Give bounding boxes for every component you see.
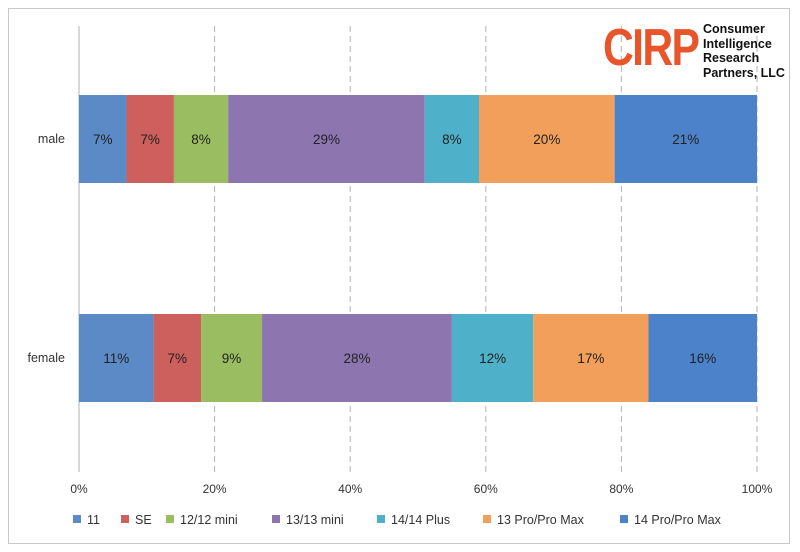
logo-line: Intelligence bbox=[703, 36, 772, 51]
x-tick-label: 40% bbox=[338, 482, 362, 496]
legend-item: 14/14 Plus bbox=[377, 513, 450, 527]
bars bbox=[79, 95, 757, 402]
legend-swatch bbox=[620, 515, 628, 523]
legend-item: 14 Pro/Pro Max bbox=[620, 513, 722, 527]
legend-label: 12/12 mini bbox=[180, 513, 238, 527]
bar-segment bbox=[614, 95, 757, 183]
legend-swatch bbox=[121, 515, 129, 523]
data-label: 16% bbox=[689, 351, 716, 366]
data-label: 8% bbox=[442, 132, 462, 147]
data-label: 11% bbox=[103, 351, 129, 366]
logo-line: Consumer bbox=[703, 22, 765, 36]
x-tick-label: 20% bbox=[203, 482, 227, 496]
bar-segment bbox=[648, 314, 757, 402]
legend-swatch bbox=[483, 515, 491, 523]
legend-item: SE bbox=[121, 513, 152, 527]
legend-label: 13/13 mini bbox=[286, 513, 344, 527]
bar-segment bbox=[451, 314, 534, 402]
bar-segment bbox=[228, 95, 425, 183]
logo-line: Research bbox=[703, 51, 760, 65]
data-label: 9% bbox=[222, 351, 242, 366]
legend-item: 13/13 mini bbox=[272, 513, 344, 527]
legend-swatch bbox=[166, 515, 174, 523]
x-tick-label: 60% bbox=[474, 482, 498, 496]
legend-swatch bbox=[377, 515, 385, 523]
bar-segment bbox=[479, 95, 615, 183]
data-label: 21% bbox=[672, 132, 699, 147]
bar-segment bbox=[201, 314, 263, 402]
legend-label: 11 bbox=[87, 513, 100, 527]
bar-segment bbox=[126, 95, 174, 183]
cirp-logo: CIRP Consumer Intelligence Research Part… bbox=[603, 16, 793, 86]
data-label: 7% bbox=[168, 351, 188, 366]
legend-label: 13 Pro/Pro Max bbox=[497, 513, 585, 527]
data-label: 7% bbox=[140, 132, 160, 147]
bar-segment bbox=[79, 314, 154, 402]
data-label: 28% bbox=[343, 351, 370, 366]
legend: 11 SE 12/12 mini 13/13 mini 14/14 Plus 13 Pro… bbox=[73, 513, 722, 527]
legend-item: 13 Pro/Pro Max bbox=[483, 513, 585, 527]
legend-label: SE bbox=[135, 513, 152, 527]
bar-segment bbox=[153, 314, 202, 402]
legend-swatch bbox=[73, 515, 81, 523]
legend-item: 11 bbox=[73, 513, 100, 527]
data-label: 7% bbox=[93, 132, 113, 147]
category-label: male bbox=[38, 132, 65, 146]
logo-line: Partners, LLC bbox=[703, 65, 785, 80]
legend-item: 12/12 mini bbox=[166, 513, 238, 527]
data-label: 8% bbox=[191, 132, 211, 147]
category-label: female bbox=[27, 351, 65, 365]
legend-label: 14 Pro/Pro Max bbox=[634, 513, 722, 527]
legend-swatch bbox=[272, 515, 280, 523]
x-tick-label: 0% bbox=[70, 482, 88, 496]
logo-mark: CIRP bbox=[603, 19, 700, 77]
legend-label: 14/14 Plus bbox=[391, 513, 450, 527]
bar-segment bbox=[79, 95, 127, 183]
data-label: 20% bbox=[533, 132, 560, 147]
x-tick-label: 80% bbox=[609, 482, 633, 496]
bar-segment bbox=[173, 95, 229, 183]
bar-segment bbox=[533, 314, 649, 402]
bar-segment bbox=[262, 314, 452, 402]
data-label: 12% bbox=[479, 351, 506, 366]
data-labels: 7% 7% 8% 29% 8% 20% 21% 11% 7% 9% 28% 12% 17% 16% bbox=[93, 132, 716, 366]
data-label: 17% bbox=[577, 351, 604, 366]
gridlines bbox=[214, 26, 758, 472]
x-tick-label: 100% bbox=[742, 482, 773, 496]
logo-wordmark: Consumer Intelligence Research Partners,… bbox=[703, 22, 785, 80]
bar-segment bbox=[424, 95, 480, 183]
data-label: 29% bbox=[313, 132, 340, 147]
